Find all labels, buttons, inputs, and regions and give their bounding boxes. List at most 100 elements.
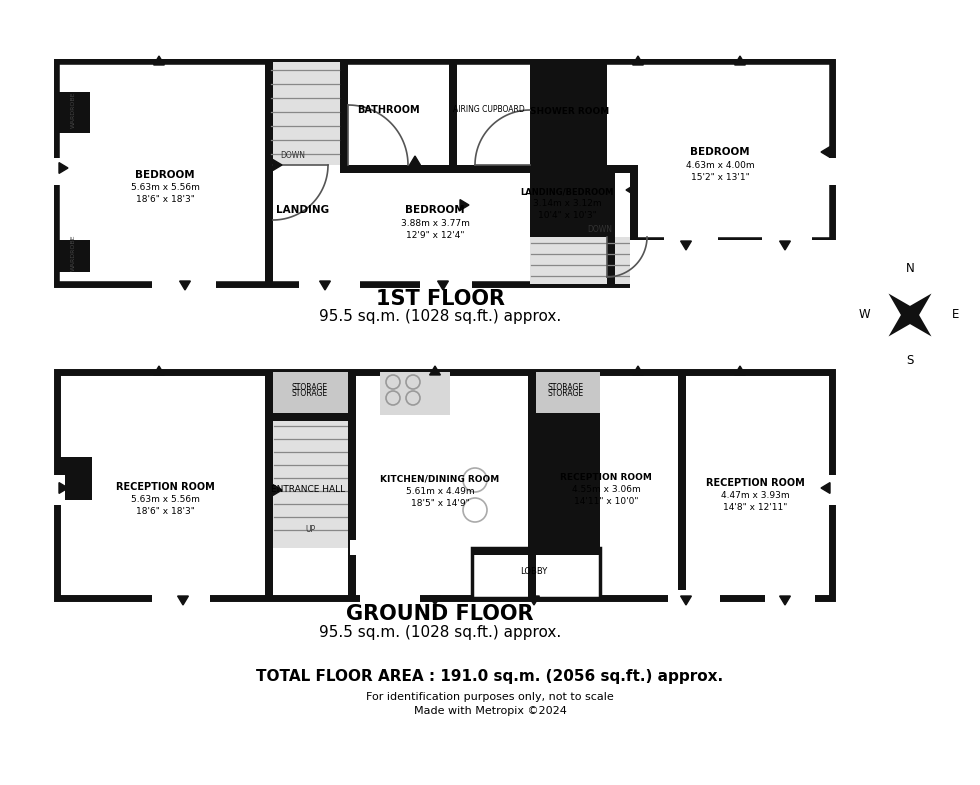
Text: N: N (906, 262, 914, 276)
Text: 4.63m x 4.00m: 4.63m x 4.00m (686, 160, 755, 170)
Bar (472, 548, 600, 598)
Bar (530, 237, 630, 284)
Text: AIRING CUPBOARD: AIRING CUPBOARD (453, 105, 525, 115)
Bar (668, 590, 720, 603)
Text: ENTRANCE HALL: ENTRANCE HALL (270, 485, 345, 495)
Text: RECEPTION ROOM: RECEPTION ROOM (116, 482, 215, 492)
Text: SHOWER ROOM: SHOWER ROOM (530, 108, 610, 116)
Text: 10'4" x 10'3": 10'4" x 10'3" (538, 211, 597, 221)
Polygon shape (179, 281, 190, 290)
Bar (826, 158, 840, 185)
Text: UP: UP (305, 525, 315, 535)
Polygon shape (821, 483, 830, 494)
Bar (530, 62, 607, 237)
Bar (360, 590, 420, 603)
Polygon shape (460, 199, 469, 210)
Text: GROUND FLOOR: GROUND FLOOR (346, 604, 534, 624)
Polygon shape (821, 147, 830, 158)
Bar (270, 62, 340, 165)
Polygon shape (889, 309, 915, 337)
Text: DOWN: DOWN (587, 225, 612, 233)
Text: 95.5 sq.m. (1028 sq.ft.) approx.: 95.5 sq.m. (1028 sq.ft.) approx. (318, 309, 562, 324)
Text: KITCHEN/DINING ROOM: KITCHEN/DINING ROOM (380, 474, 500, 484)
Bar (350, 540, 360, 555)
Polygon shape (429, 366, 440, 375)
Polygon shape (633, 56, 644, 65)
Text: 15'2" x 13'1": 15'2" x 13'1" (691, 173, 750, 181)
Bar (420, 277, 472, 290)
Text: 95.5 sq.m. (1028 sq.ft.) approx.: 95.5 sq.m. (1028 sq.ft.) approx. (318, 625, 562, 640)
Polygon shape (680, 241, 692, 250)
Text: S: S (906, 355, 913, 367)
Text: 14'8" x 12'11": 14'8" x 12'11" (723, 502, 787, 512)
Text: LANDING: LANDING (276, 205, 329, 215)
Text: 5.61m x 4.49m: 5.61m x 4.49m (406, 487, 474, 495)
Polygon shape (410, 156, 420, 165)
Polygon shape (680, 596, 692, 605)
Polygon shape (438, 281, 449, 290)
Text: BATHROOM: BATHROOM (357, 105, 419, 115)
Text: STORAGE: STORAGE (292, 384, 328, 392)
Polygon shape (59, 162, 68, 173)
Text: RECEPTION ROOM: RECEPTION ROOM (560, 473, 652, 483)
Polygon shape (780, 241, 791, 250)
Bar (826, 475, 840, 505)
Text: 14'11" x 10'0": 14'11" x 10'0" (573, 498, 638, 506)
Bar (528, 372, 536, 598)
Bar (530, 62, 607, 237)
Bar (765, 590, 815, 603)
Text: DOWN: DOWN (280, 151, 306, 159)
Text: For identification purposes only, not to scale: For identification purposes only, not to… (367, 692, 613, 702)
Bar (57, 457, 92, 500)
Text: 5.63m x 5.56m: 5.63m x 5.56m (130, 495, 200, 503)
Text: 3.88m x 3.77m: 3.88m x 3.77m (401, 218, 469, 228)
Polygon shape (154, 56, 165, 65)
Bar (52, 475, 65, 505)
Bar (607, 165, 615, 284)
Polygon shape (735, 366, 746, 375)
Polygon shape (273, 484, 282, 495)
Polygon shape (319, 281, 330, 290)
Polygon shape (273, 159, 282, 170)
Bar (299, 277, 360, 290)
Polygon shape (905, 294, 931, 321)
Text: TOTAL FLOOR AREA : 191.0 sq.m. (2056 sq.ft.) approx.: TOTAL FLOOR AREA : 191.0 sq.m. (2056 sq.… (257, 669, 723, 684)
Text: 4.55m x 3.06m: 4.55m x 3.06m (571, 485, 640, 495)
Polygon shape (177, 596, 188, 605)
Bar (348, 372, 356, 598)
Polygon shape (633, 366, 644, 375)
Text: BEDROOM: BEDROOM (690, 147, 750, 157)
Bar (265, 62, 273, 284)
Bar (340, 165, 530, 173)
Text: 18'6" x 18'3": 18'6" x 18'3" (135, 195, 194, 205)
Text: BEDROOM: BEDROOM (135, 170, 195, 180)
Polygon shape (154, 366, 165, 375)
Text: STORAGE: STORAGE (292, 389, 328, 397)
Polygon shape (59, 483, 68, 494)
Bar (678, 372, 686, 598)
Text: STORAGE: STORAGE (548, 389, 584, 397)
Text: 1ST FLOOR: 1ST FLOOR (375, 289, 505, 309)
Text: STORAGE: STORAGE (548, 384, 584, 392)
Bar (57, 240, 90, 272)
Bar (449, 62, 457, 165)
Bar (536, 421, 600, 548)
Bar (57, 62, 832, 284)
Bar (273, 413, 348, 421)
Bar (536, 413, 600, 421)
Bar (340, 62, 348, 165)
Bar (536, 372, 600, 415)
Text: LOBBY: LOBBY (520, 568, 548, 576)
Text: WARDROBE: WARDROBE (71, 235, 75, 272)
Text: 3.14m x 3.12m: 3.14m x 3.12m (533, 199, 602, 209)
Polygon shape (528, 596, 539, 605)
Text: 4.47m x 3.93m: 4.47m x 3.93m (720, 491, 789, 499)
Polygon shape (889, 294, 915, 321)
Polygon shape (735, 56, 746, 65)
Bar (152, 277, 216, 290)
Text: RECEPTION ROOM: RECEPTION ROOM (706, 478, 805, 488)
Polygon shape (57, 62, 832, 284)
Text: 18'6" x 18'3": 18'6" x 18'3" (135, 506, 194, 516)
Bar (630, 165, 638, 284)
Polygon shape (429, 596, 440, 605)
